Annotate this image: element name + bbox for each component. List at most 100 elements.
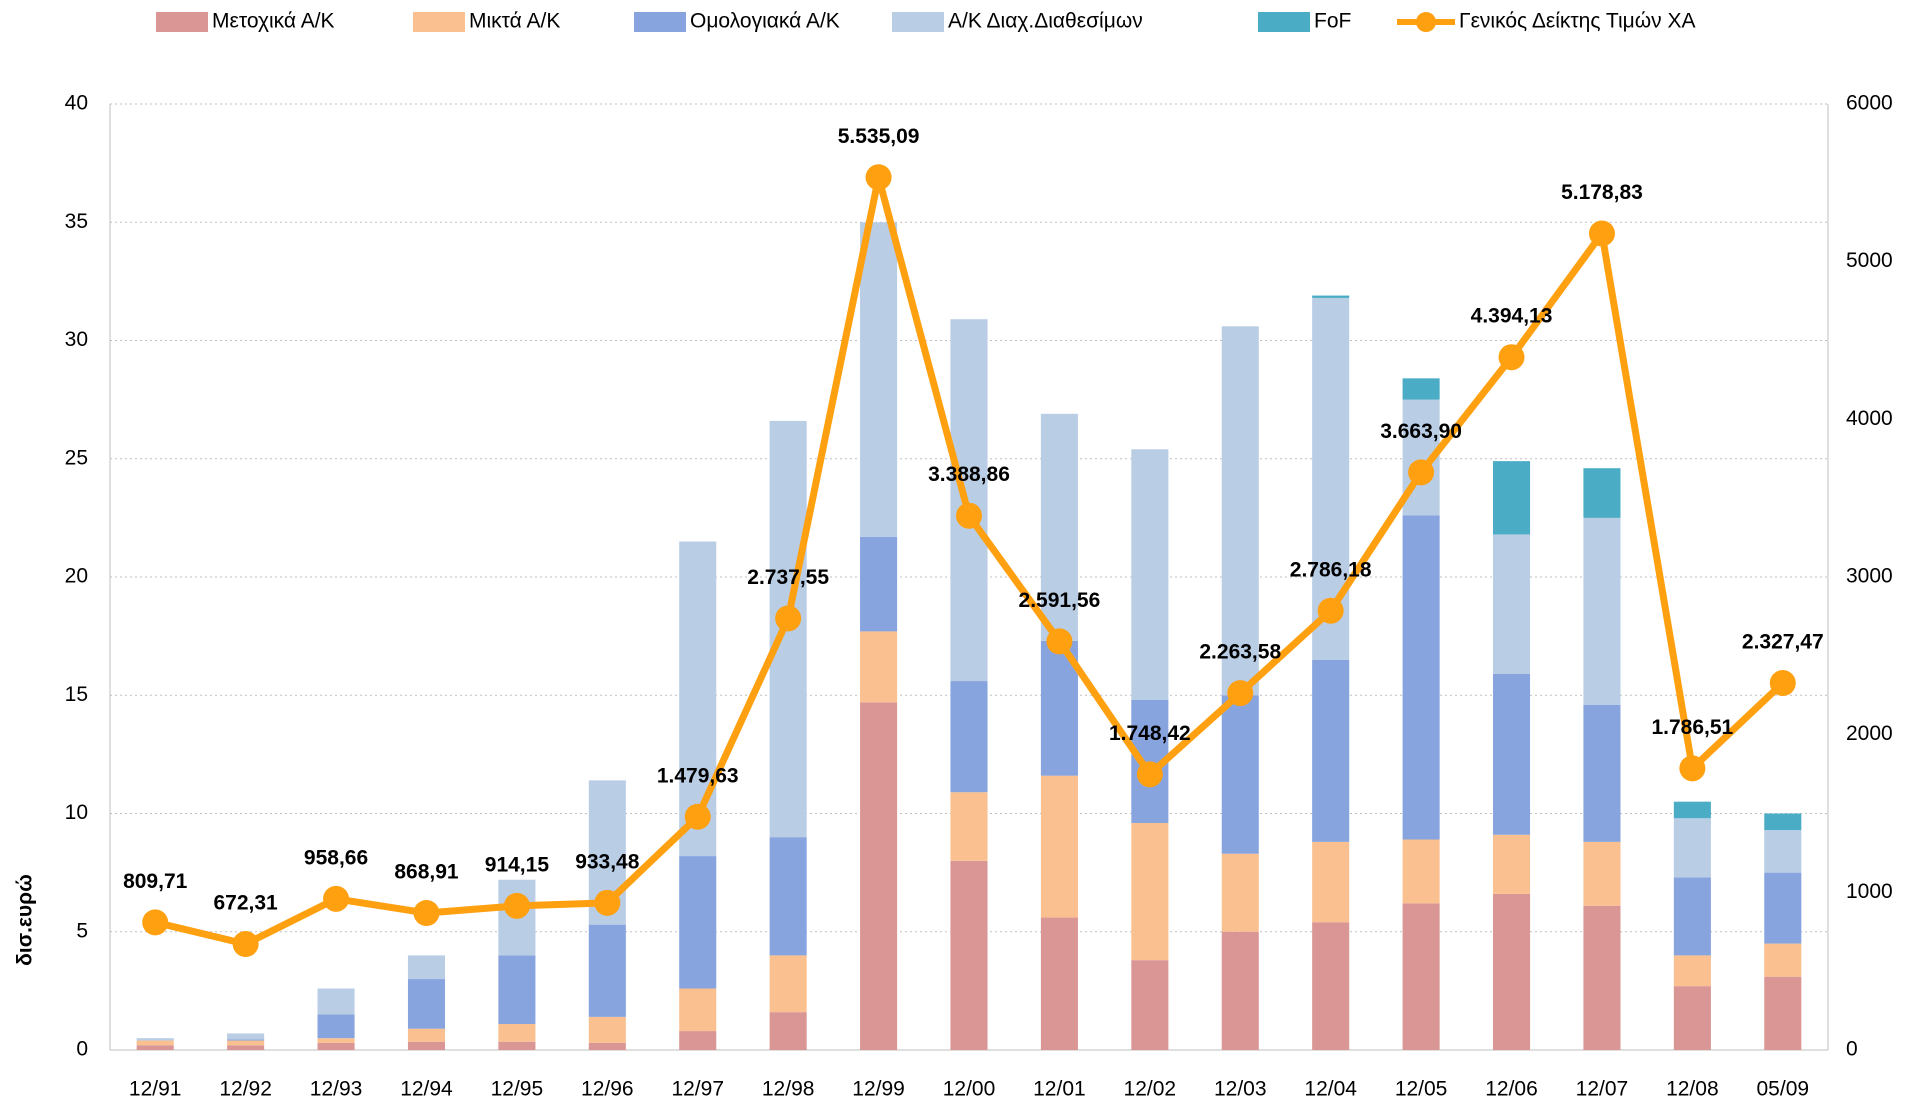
legend-label: FoF xyxy=(1314,10,1351,33)
bar-segment xyxy=(498,955,536,1024)
bar-segment xyxy=(588,924,626,1017)
bar-segment xyxy=(950,860,988,1050)
line-marker xyxy=(594,889,621,916)
legend-swatch xyxy=(892,12,944,32)
bar-segment xyxy=(136,1038,174,1041)
bar-segment xyxy=(1673,877,1711,956)
x-tick-label: 12/00 xyxy=(943,1078,996,1101)
bar-segment xyxy=(1583,517,1621,705)
bar-segment xyxy=(317,1042,355,1050)
bar-segment xyxy=(1764,943,1802,977)
data-label: 809,71 xyxy=(123,870,188,893)
bar-segment xyxy=(1492,893,1531,1050)
bar-segment xyxy=(1583,468,1621,518)
bar-segment xyxy=(1583,905,1621,1050)
bar-segment xyxy=(407,1028,446,1042)
bar-segment xyxy=(1402,378,1440,400)
bar-segment xyxy=(1040,775,1078,918)
y2-tick-label: 1000 xyxy=(1846,880,1893,903)
line-marker xyxy=(413,900,440,927)
legend-swatch xyxy=(413,12,465,32)
data-label: 2.327,47 xyxy=(1742,631,1824,654)
bar-segment xyxy=(136,1040,174,1046)
y2-tick-label: 2000 xyxy=(1846,722,1893,745)
line-marker xyxy=(503,892,530,919)
data-label: 1.479,63 xyxy=(657,764,739,787)
y2-tick-label: 5000 xyxy=(1846,249,1893,272)
bar-segment xyxy=(317,1014,355,1039)
data-label: 672,31 xyxy=(214,892,279,915)
y-tick-label: 25 xyxy=(65,446,88,469)
bar-segment xyxy=(1492,834,1531,894)
bar-segment xyxy=(1764,830,1802,873)
line-marker xyxy=(684,803,711,830)
bar-segment xyxy=(1402,903,1440,1050)
x-tick-label: 12/01 xyxy=(1033,1078,1086,1101)
line-marker xyxy=(956,502,982,529)
data-label: 2.786,18 xyxy=(1290,558,1372,581)
x-tick-label: 12/95 xyxy=(491,1078,544,1101)
bar-segment xyxy=(1221,326,1259,696)
bar-segment xyxy=(860,631,898,703)
line-marker xyxy=(1317,597,1344,624)
line-marker xyxy=(1227,680,1254,707)
bar-segment xyxy=(1673,818,1711,878)
x-tick-label: 12/97 xyxy=(671,1078,724,1101)
bar-segment xyxy=(1492,534,1531,674)
x-tick-label: 12/04 xyxy=(1304,1078,1357,1101)
y2-tick-label: 0 xyxy=(1846,1038,1858,1061)
bar-segment xyxy=(227,1045,265,1050)
x-tick-label: 12/93 xyxy=(310,1078,363,1101)
data-label: 3.388,86 xyxy=(928,463,1010,486)
bar-segment xyxy=(1673,955,1711,987)
y2-tick-label: 6000 xyxy=(1846,92,1893,115)
bar-segment xyxy=(1312,659,1350,842)
bar-segment xyxy=(860,536,898,632)
legend-label: Ομολογιακά Α/Κ xyxy=(690,10,840,33)
data-label: 1.748,42 xyxy=(1109,722,1191,745)
line-marker xyxy=(1046,628,1073,655)
bar-segment xyxy=(950,681,988,793)
line-marker xyxy=(232,930,259,957)
bar-segment xyxy=(1583,704,1621,842)
data-label: 5.178,83 xyxy=(1561,181,1643,204)
bar-segment xyxy=(227,1040,265,1046)
bar-segment xyxy=(769,837,807,956)
x-tick-label: 12/06 xyxy=(1485,1078,1538,1101)
bar-segment xyxy=(1131,822,1169,961)
legend-swatch xyxy=(634,12,686,32)
line-marker xyxy=(1498,344,1525,371)
bar-segment xyxy=(679,856,717,989)
bar-segment xyxy=(1764,813,1802,831)
bar-segment xyxy=(498,1041,536,1050)
bar-segment xyxy=(1221,695,1259,854)
bar-segment xyxy=(1492,461,1531,535)
bar-segment xyxy=(317,1038,355,1043)
data-label: 2.591,56 xyxy=(1019,589,1101,612)
x-tick-label: 05/09 xyxy=(1757,1078,1810,1101)
bar-segment xyxy=(1312,841,1350,923)
bar-segment xyxy=(317,988,355,1015)
data-label: 2.737,55 xyxy=(747,566,829,589)
bar-segment xyxy=(860,222,898,537)
x-tick-label: 12/98 xyxy=(762,1078,815,1101)
data-label: 958,66 xyxy=(304,846,368,869)
bar-segment xyxy=(407,955,446,980)
data-label: 2.263,58 xyxy=(1199,641,1281,664)
bar-segment xyxy=(227,1033,265,1040)
bar-segment xyxy=(1764,872,1802,944)
data-label: 3.663,90 xyxy=(1380,420,1462,443)
line-marker xyxy=(775,605,802,632)
bar-segment xyxy=(679,988,717,1032)
data-label: 933,48 xyxy=(575,850,640,873)
y-tick-label: 15 xyxy=(65,683,88,706)
y2-tick-label: 4000 xyxy=(1846,407,1893,430)
y-tick-label: 35 xyxy=(65,210,88,233)
bar-segment xyxy=(1221,853,1259,932)
x-tick-label: 12/08 xyxy=(1666,1078,1719,1101)
legend-swatch xyxy=(1258,12,1310,32)
line-marker xyxy=(323,885,350,912)
data-label: 914,15 xyxy=(485,853,550,876)
legend-label: Γενικός Δείκτης Τιμών ΧΑ xyxy=(1459,10,1695,33)
x-tick-label: 12/94 xyxy=(400,1078,453,1101)
